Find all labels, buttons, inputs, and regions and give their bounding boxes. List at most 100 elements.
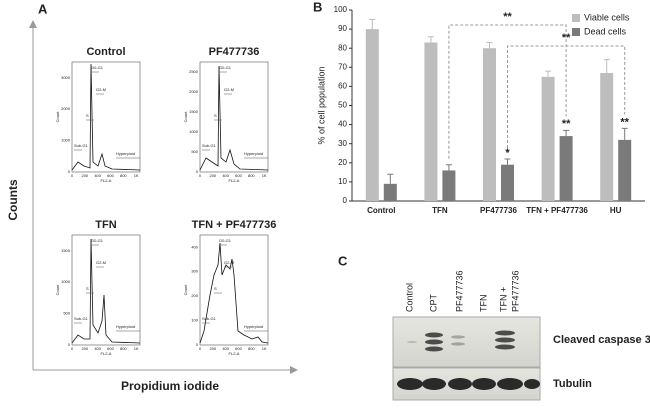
- y-tick-label: 1500: [61, 248, 71, 253]
- gate-label: G2-M: [96, 260, 106, 265]
- gate-label: S: [214, 113, 217, 118]
- bar: [600, 73, 614, 201]
- lane-label: TFN +: [498, 287, 508, 312]
- histogram-trace: [199, 242, 269, 344]
- x-tick-label: 1K: [134, 346, 139, 351]
- legend-label: Viable cells: [584, 12, 630, 22]
- significance: **: [620, 116, 629, 128]
- blot-bands: [397, 378, 540, 390]
- y-tick-label: 50: [338, 101, 347, 110]
- plot-title: Control: [86, 46, 125, 58]
- plot-frame: [199, 234, 269, 346]
- y-tick-label: 20: [338, 158, 347, 167]
- blot-label: Cleaved caspase 3: [553, 334, 650, 346]
- gate-label: G2-M: [96, 87, 106, 92]
- y-tick-label: 10: [338, 177, 347, 186]
- x-tick-label: 600: [235, 173, 242, 178]
- plot-frame: [71, 61, 141, 173]
- error-bar: [427, 36, 434, 43]
- y-tick-label: 100: [334, 5, 348, 14]
- x-tick-label: 800: [248, 173, 255, 178]
- axis-label: Count: [183, 111, 188, 123]
- blot-label: Tubulin: [553, 378, 592, 390]
- error-bar: [387, 173, 394, 184]
- x-tick-label: 200: [81, 173, 88, 178]
- x-tick-label: 0: [71, 346, 74, 351]
- gate-label: G0-G1: [91, 65, 104, 70]
- x-tick-label: 800: [120, 346, 127, 351]
- legend-swatch: [572, 28, 580, 36]
- histogram-trace: [71, 238, 141, 344]
- y-tick-label: 100: [191, 318, 198, 323]
- lane-label: PF477736: [454, 270, 464, 312]
- bar: [483, 48, 496, 202]
- significance: **: [503, 11, 512, 23]
- error-bar: [545, 70, 552, 77]
- y-tick-label: 0: [196, 342, 199, 347]
- bar: [442, 170, 456, 201]
- plot-title: PF477736: [209, 46, 260, 58]
- panel-label: A: [38, 1, 48, 16]
- histogram-trace: [199, 65, 269, 171]
- axis-label: Count: [55, 111, 60, 123]
- panel-label: B: [313, 0, 322, 14]
- error-bar: [445, 164, 452, 171]
- axis-label: FL2-A: [101, 351, 112, 356]
- x-tick-label: 400: [94, 346, 101, 351]
- plot-title: TFN: [95, 219, 116, 231]
- axis-label: Count: [55, 284, 60, 296]
- x-tick-label: 600: [107, 173, 114, 178]
- axis-label: FL2-A: [229, 351, 240, 356]
- significance: **: [562, 118, 571, 130]
- bar: [365, 29, 379, 201]
- panel-label: C: [338, 253, 348, 268]
- gate-label: G0-G1: [219, 65, 232, 70]
- gate-label: S: [86, 286, 89, 291]
- x-tick-label: Control: [367, 206, 395, 215]
- legend-label: Dead cells: [584, 26, 627, 36]
- error-bar: [369, 19, 376, 30]
- x-tick-label: HU: [610, 206, 622, 215]
- y-tick-label: 1000: [189, 129, 199, 134]
- error-bar: [563, 129, 570, 137]
- x-tick-label: TFN: [432, 206, 448, 215]
- x-tick-label: 400: [94, 173, 101, 178]
- y-tick-label: 400: [191, 244, 198, 249]
- bar: [559, 136, 573, 201]
- y-tick-label: 60: [338, 82, 347, 91]
- y-tick-label: 70: [338, 62, 347, 71]
- axis-label: Count: [183, 284, 188, 296]
- gate-label: G0-G1: [91, 238, 104, 243]
- x-tick-label: 0: [71, 173, 74, 178]
- x-tick-label: 1K: [262, 173, 267, 178]
- axis-label: FL2-A: [101, 178, 112, 183]
- x-tick-label: 200: [81, 346, 88, 351]
- y-tick-label: 1000: [61, 138, 71, 143]
- y-axis-title: Counts: [6, 179, 20, 221]
- significance: *: [505, 147, 510, 159]
- error-bar: [603, 59, 610, 74]
- y-tick-label: 1000: [61, 279, 71, 284]
- blot-bands: [407, 330, 515, 352]
- y-tick-label: 500: [191, 149, 198, 154]
- gate-label: G2-M: [224, 260, 234, 265]
- x-tick-label: TFN + PF477736: [526, 206, 588, 215]
- y-tick-label: 0: [343, 196, 348, 205]
- y-tick-label: 500: [63, 311, 70, 316]
- bar: [424, 42, 438, 201]
- x-tick-label: 200: [209, 346, 216, 351]
- x-tick-label: 1K: [134, 173, 139, 178]
- gate-label: G0-G1: [219, 238, 232, 243]
- x-tick-label: 400: [222, 173, 229, 178]
- x-tick-label: PF477736: [480, 206, 517, 215]
- gate-label: S: [86, 113, 89, 118]
- x-axis-title: Propidium iodide: [121, 379, 219, 393]
- histogram-trace: [71, 63, 141, 171]
- gate-label: Hyperploid: [116, 324, 135, 329]
- y-tick-label: 40: [338, 120, 347, 129]
- gate-label: Hyperploid: [244, 324, 263, 329]
- gate-label: Sub-G1: [74, 143, 89, 148]
- lane-label: Control: [404, 283, 414, 312]
- gate-label: G2-M: [224, 87, 234, 92]
